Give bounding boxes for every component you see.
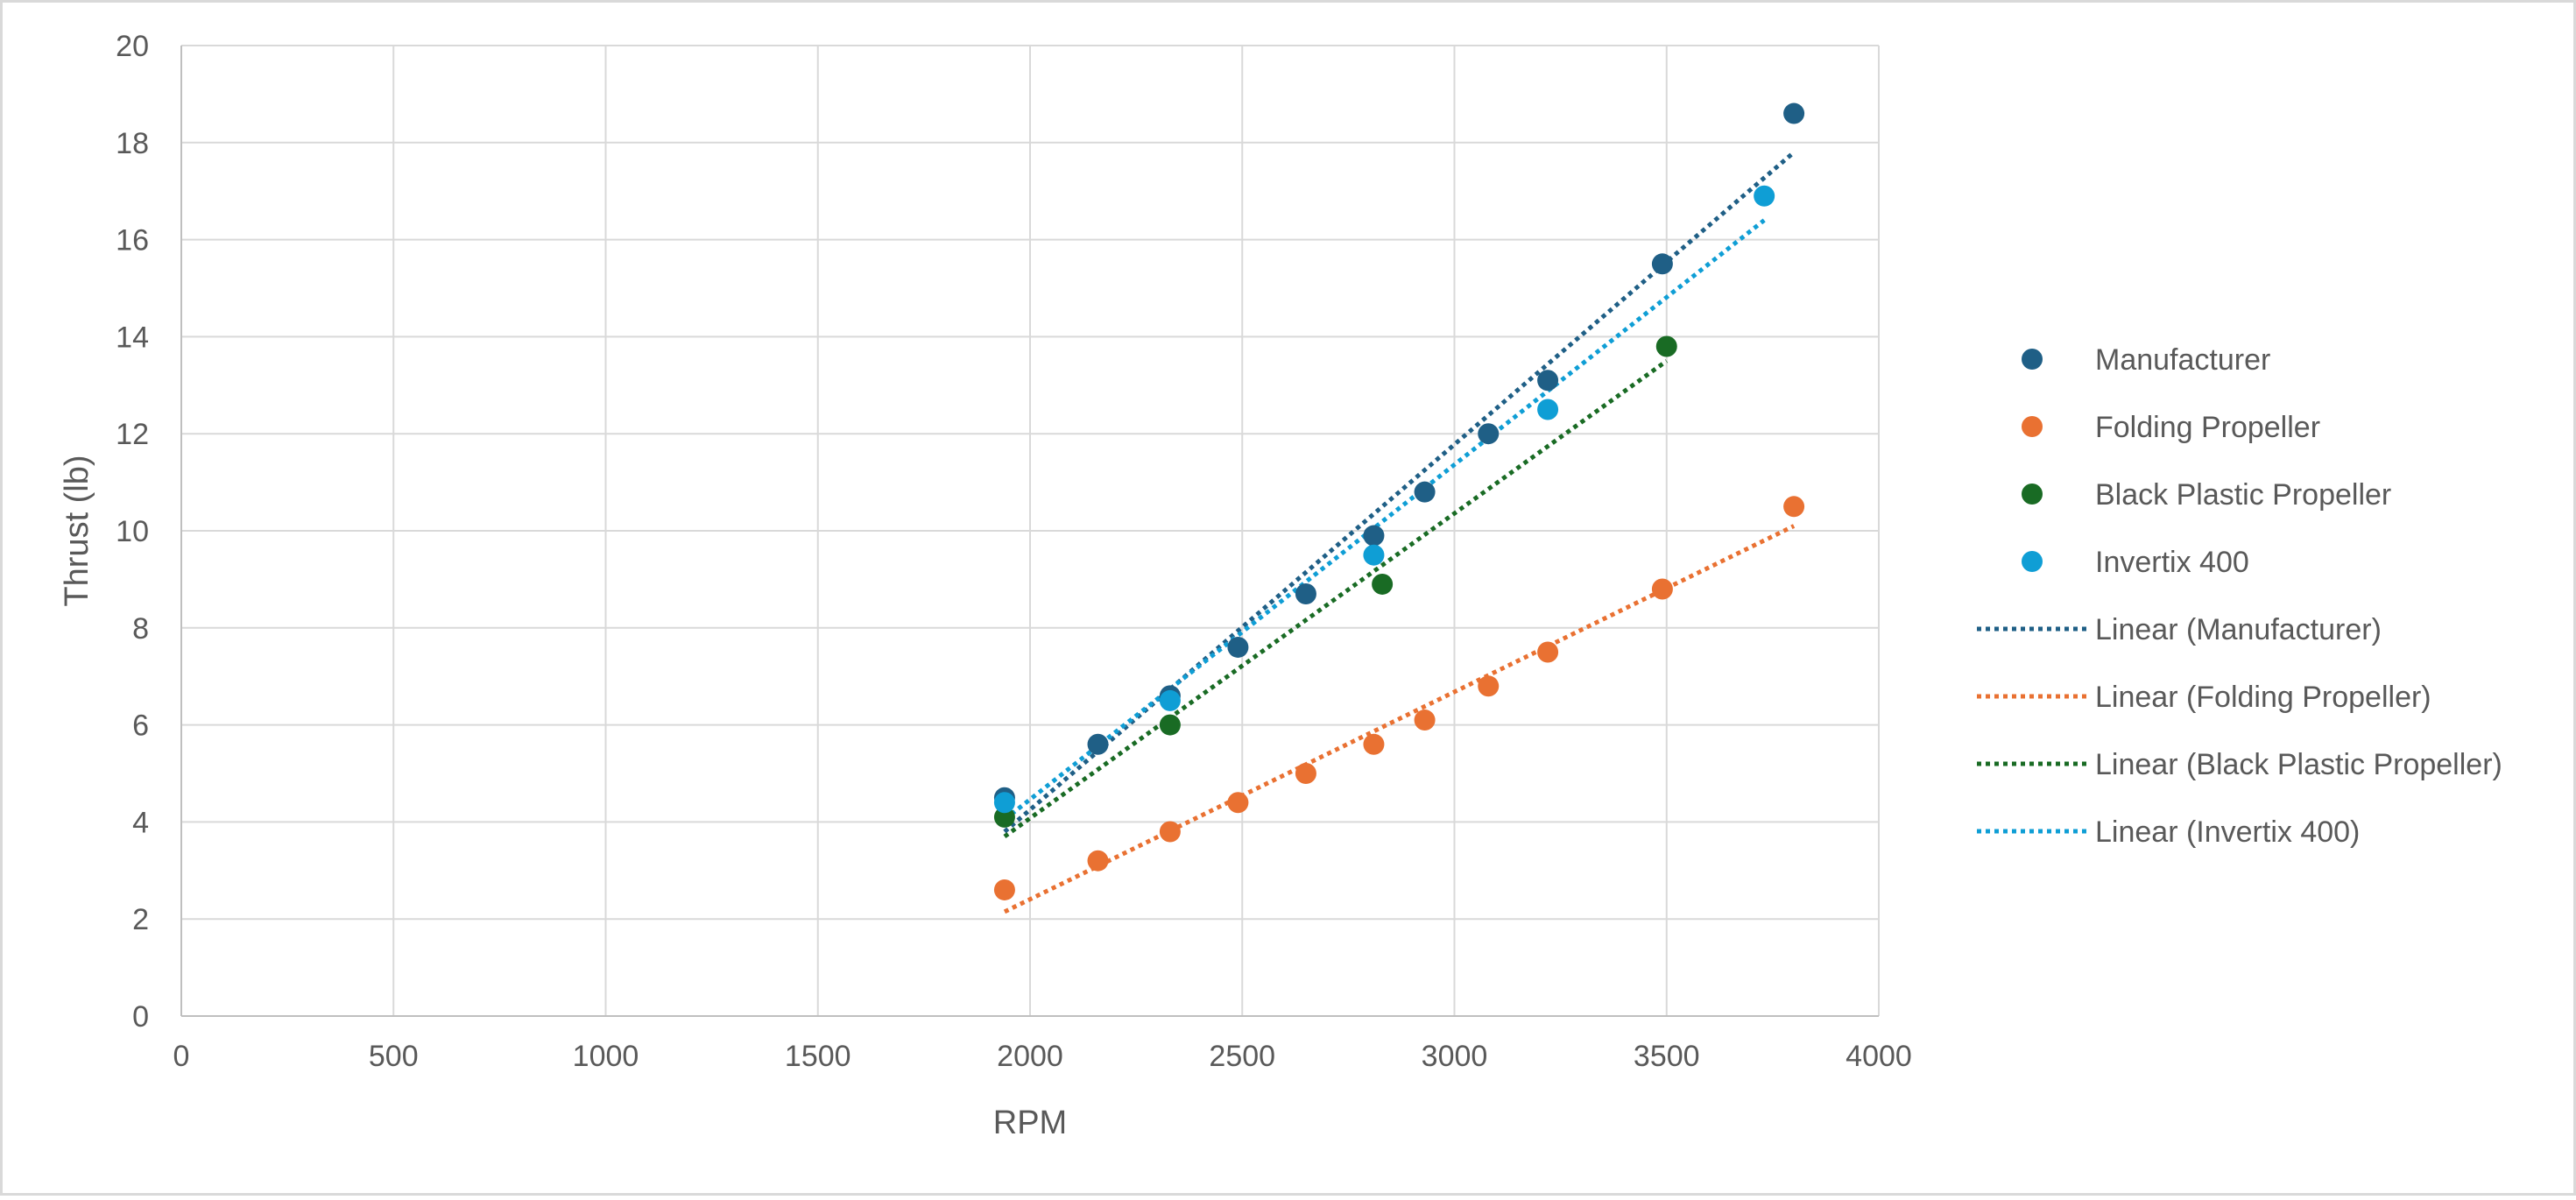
legend-item: Linear (Folding Propeller) [1977, 681, 2431, 714]
data-point [993, 806, 1015, 828]
y-tick-label: 10 [116, 515, 149, 548]
data-point [1414, 709, 1436, 731]
y-tick-label: 6 [132, 709, 149, 743]
data-point [1414, 481, 1436, 503]
data-point [1363, 544, 1385, 566]
x-tick-label: 3000 [1422, 1040, 1488, 1073]
legend-label: Linear (Folding Propeller) [2095, 681, 2431, 714]
legend-item: Linear (Manufacturer) [1977, 613, 2382, 646]
data-point [1537, 370, 1559, 392]
data-point [993, 792, 1015, 814]
x-tick-label: 500 [369, 1040, 419, 1073]
data-point [993, 879, 1015, 900]
x-tick-label: 2500 [1209, 1040, 1275, 1073]
data-point [1227, 636, 1249, 658]
legend-item: Linear (Black Plastic Propeller) [1977, 748, 2502, 781]
data-point [1478, 423, 1500, 445]
y-tick-label: 4 [132, 806, 149, 839]
data-point [1651, 578, 1673, 600]
y-axis-title: Thrust (lb) [59, 455, 95, 606]
legend-item: Invertix 400 [2022, 546, 2249, 579]
legend-item: Black Plastic Propeller [2022, 478, 2391, 512]
legend-label: Linear (Invertix 400) [2095, 815, 2360, 849]
data-point [1295, 583, 1316, 605]
legend-label: Folding Propeller [2095, 411, 2320, 444]
data-point [1159, 821, 1181, 843]
x-tick-label: 4000 [1846, 1040, 1912, 1073]
x-tick-label: 2000 [997, 1040, 1063, 1073]
data-point [1537, 641, 1559, 663]
data-point [1227, 792, 1249, 814]
legend-marker [2022, 551, 2043, 572]
legend-item: Manufacturer [2022, 343, 2270, 377]
data-point [1537, 399, 1559, 420]
data-point [1783, 102, 1805, 124]
data-point [1087, 733, 1109, 755]
y-tick-label: 18 [116, 127, 149, 160]
data-point [1783, 496, 1805, 518]
data-point [1159, 714, 1181, 736]
y-tick-label: 12 [116, 418, 149, 451]
x-axis-title: RPM [993, 1105, 1067, 1141]
data-points [993, 102, 1805, 900]
legend-label: Invertix 400 [2095, 546, 2249, 579]
axes [180, 46, 1879, 1017]
y-tick-label: 14 [116, 321, 149, 354]
data-point [1295, 763, 1316, 784]
y-tick-label: 8 [132, 612, 149, 646]
trendline [1003, 218, 1766, 822]
legend-marker [2022, 416, 2043, 437]
data-point [1087, 850, 1109, 872]
data-point [1651, 253, 1673, 275]
data-point [1363, 733, 1385, 755]
legend-marker [2022, 349, 2043, 370]
x-tick-label: 0 [173, 1040, 190, 1073]
data-point [1478, 675, 1500, 697]
data-point [1159, 689, 1181, 711]
tick-labels: 0 500 1000 1500 2000 2500 3000 3500 4000 0 2 4 6 8 10 1… [116, 30, 1912, 1073]
y-tick-label: 16 [116, 224, 149, 258]
legend-marker [2022, 484, 2043, 505]
legend-item: Folding Propeller [2022, 411, 2320, 444]
y-tick-label: 20 [116, 30, 149, 63]
legend-item: Linear (Invertix 400) [1977, 815, 2360, 849]
trendline [1003, 524, 1796, 914]
data-point [1754, 185, 1775, 207]
legend: Manufacturer Folding Propeller Black Plast… [1977, 343, 2502, 849]
data-point [1363, 525, 1385, 547]
data-point [1655, 335, 1677, 357]
legend-label: Linear (Manufacturer) [2095, 613, 2382, 646]
legend-label: Linear (Black Plastic Propeller) [2095, 748, 2502, 781]
data-point [1372, 573, 1394, 595]
y-tick-label: 0 [132, 1000, 149, 1034]
legend-label: Manufacturer [2095, 343, 2270, 377]
legend-label: Black Plastic Propeller [2095, 478, 2391, 512]
gridlines [181, 45, 1880, 1016]
x-tick-label: 1500 [785, 1040, 851, 1073]
x-tick-label: 3500 [1634, 1040, 1700, 1073]
y-tick-label: 2 [132, 903, 149, 936]
x-tick-label: 1000 [573, 1040, 639, 1073]
